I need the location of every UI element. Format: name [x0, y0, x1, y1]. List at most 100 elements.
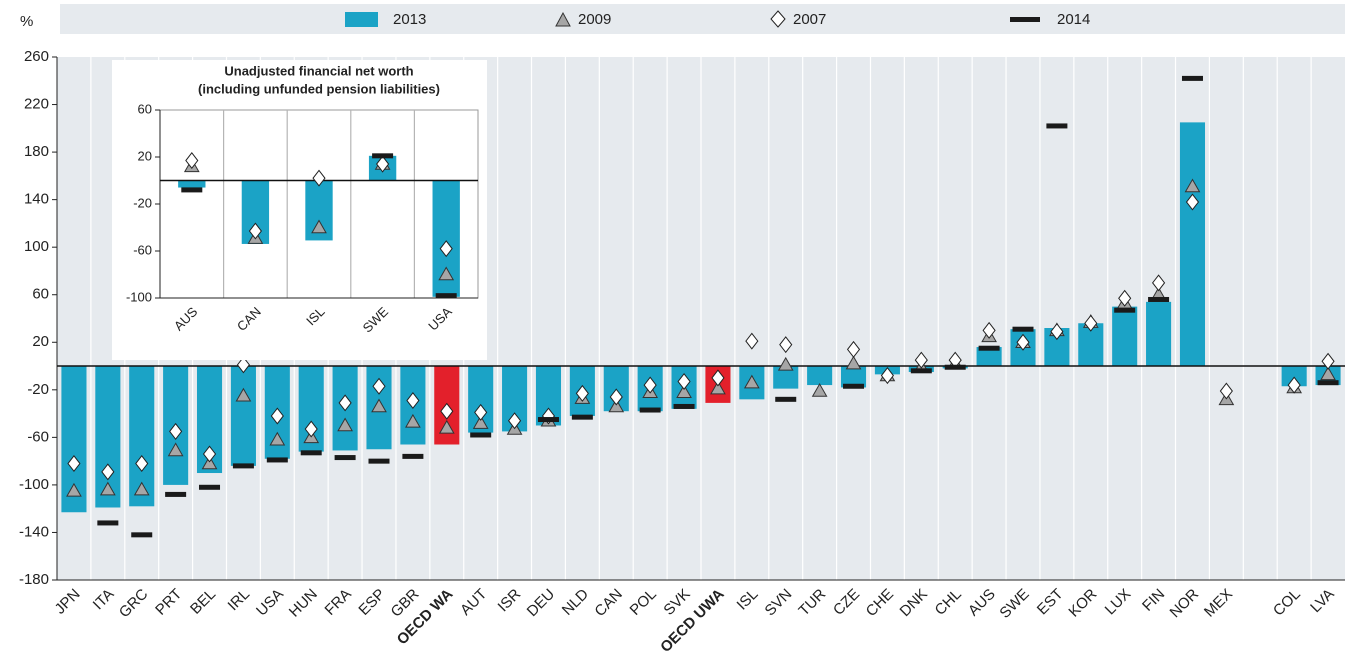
- triangle-marker: [269, 431, 286, 446]
- legend-swatch: [1010, 17, 1040, 22]
- x-tick-label: CAN: [591, 586, 625, 620]
- legend-label: 2014: [1057, 11, 1090, 28]
- y-tick-label: 20: [138, 148, 152, 163]
- y-tick-label: -20: [133, 195, 152, 210]
- diamond-marker: [1287, 376, 1301, 394]
- diamond-marker: [202, 445, 217, 463]
- y-tick-label: -20: [27, 381, 49, 398]
- x-tick-label: SWE: [996, 586, 1032, 622]
- legend-swatch: [555, 11, 571, 27]
- dash-marker: [775, 396, 797, 402]
- x-tick-label: LVA: [1307, 586, 1338, 617]
- x-tick-label: AUT: [457, 586, 490, 619]
- dash-marker: [1148, 296, 1170, 302]
- triangle-marker: [99, 481, 116, 496]
- diamond-marker: [779, 336, 793, 354]
- y-tick-label: 140: [24, 191, 49, 208]
- diamond-marker: [439, 240, 453, 258]
- y-tick-label: 60: [138, 101, 152, 116]
- triangle-marker: [710, 380, 726, 395]
- diamond-marker: [846, 340, 861, 358]
- x-tick-label: FIN: [1139, 586, 1168, 615]
- diamond-marker: [312, 169, 326, 187]
- triangle-marker: [235, 387, 252, 402]
- diamond-marker: [609, 388, 623, 406]
- triangle-marker: [66, 482, 82, 497]
- dash-marker: [402, 453, 424, 459]
- diamond-marker: [1084, 314, 1098, 332]
- diamond-marker: [677, 372, 691, 391]
- y-tick-label: -100: [19, 476, 49, 493]
- x-tick-label: SVN: [762, 586, 796, 620]
- x-tick-label: EST: [1034, 586, 1067, 619]
- diamond-marker: [440, 402, 454, 420]
- dash-marker: [334, 455, 356, 461]
- diamond-marker: [474, 403, 488, 421]
- x-tick-label: POL: [627, 586, 660, 619]
- x-tick-label: NLD: [559, 586, 592, 619]
- diamond-marker: [575, 384, 589, 402]
- dash-marker: [910, 368, 932, 374]
- legend-background: [60, 4, 1345, 34]
- diamond-marker: [914, 351, 928, 369]
- diamond-marker: [1219, 382, 1233, 400]
- x-tick-label: AUS: [965, 586, 999, 620]
- triangle-marker: [167, 442, 184, 457]
- triangle-marker: [438, 266, 455, 281]
- bar: [840, 366, 867, 388]
- inset-title: Unadjusted financial net worth: [224, 63, 413, 78]
- legend-swatch: [770, 10, 786, 28]
- y-tick-label: -60: [27, 428, 49, 445]
- dash-marker: [673, 403, 695, 409]
- bar: [773, 366, 799, 389]
- diamond-marker: [135, 454, 149, 473]
- triangle-marker: [608, 398, 625, 413]
- triangle-marker: [811, 382, 828, 397]
- y-tick-label: 260: [24, 48, 49, 65]
- x-tick-label: GRC: [116, 586, 152, 622]
- triangle-marker: [438, 419, 455, 434]
- dash-marker: [368, 458, 390, 464]
- triangle-marker: [405, 413, 421, 428]
- diamond-marker: [169, 422, 183, 440]
- triangle-marker: [676, 384, 692, 398]
- diamond-marker: [982, 321, 996, 339]
- dash-marker: [181, 187, 203, 193]
- dash-marker: [300, 450, 322, 456]
- dash-marker: [1046, 123, 1068, 129]
- y-tick-label: 220: [24, 96, 49, 113]
- y-unit: %: [20, 13, 33, 30]
- legend-swatch: [345, 12, 378, 27]
- y-tick-label: 180: [24, 143, 49, 160]
- y-tick-label: -60: [133, 242, 152, 257]
- diamond-marker: [338, 394, 352, 412]
- triangle-marker: [311, 219, 327, 234]
- triangle-marker: [371, 398, 387, 413]
- y-tick-label: 60: [32, 286, 49, 303]
- dash-marker: [944, 364, 966, 370]
- dash-marker: [537, 417, 559, 423]
- y-tick-label: 20: [32, 333, 49, 350]
- diamond-marker: [541, 407, 556, 425]
- x-tick-label: PRT: [152, 586, 185, 619]
- x-tick-label: ITA: [90, 586, 118, 614]
- x-tick-label: KOR: [1065, 586, 1100, 621]
- diamond-marker: [304, 420, 318, 438]
- bar: [1179, 122, 1206, 367]
- dash-marker: [372, 153, 394, 159]
- dash-marker: [639, 407, 661, 413]
- triangle-marker: [743, 374, 760, 389]
- diamond-marker: [643, 376, 657, 394]
- x-tick-label: COL: [1270, 586, 1304, 620]
- diamond-marker: [1050, 323, 1064, 341]
- bar: [976, 347, 1002, 367]
- x-tick-label: CHE: [863, 586, 897, 620]
- x-tick-label: DNK: [897, 586, 931, 620]
- y-tick-label: -140: [19, 523, 49, 540]
- x-tick-label: NOR: [1167, 586, 1203, 622]
- diamond-marker: [1151, 274, 1166, 292]
- dash-marker: [266, 457, 288, 463]
- diamond-marker: [67, 454, 81, 473]
- triangle-marker: [201, 455, 218, 470]
